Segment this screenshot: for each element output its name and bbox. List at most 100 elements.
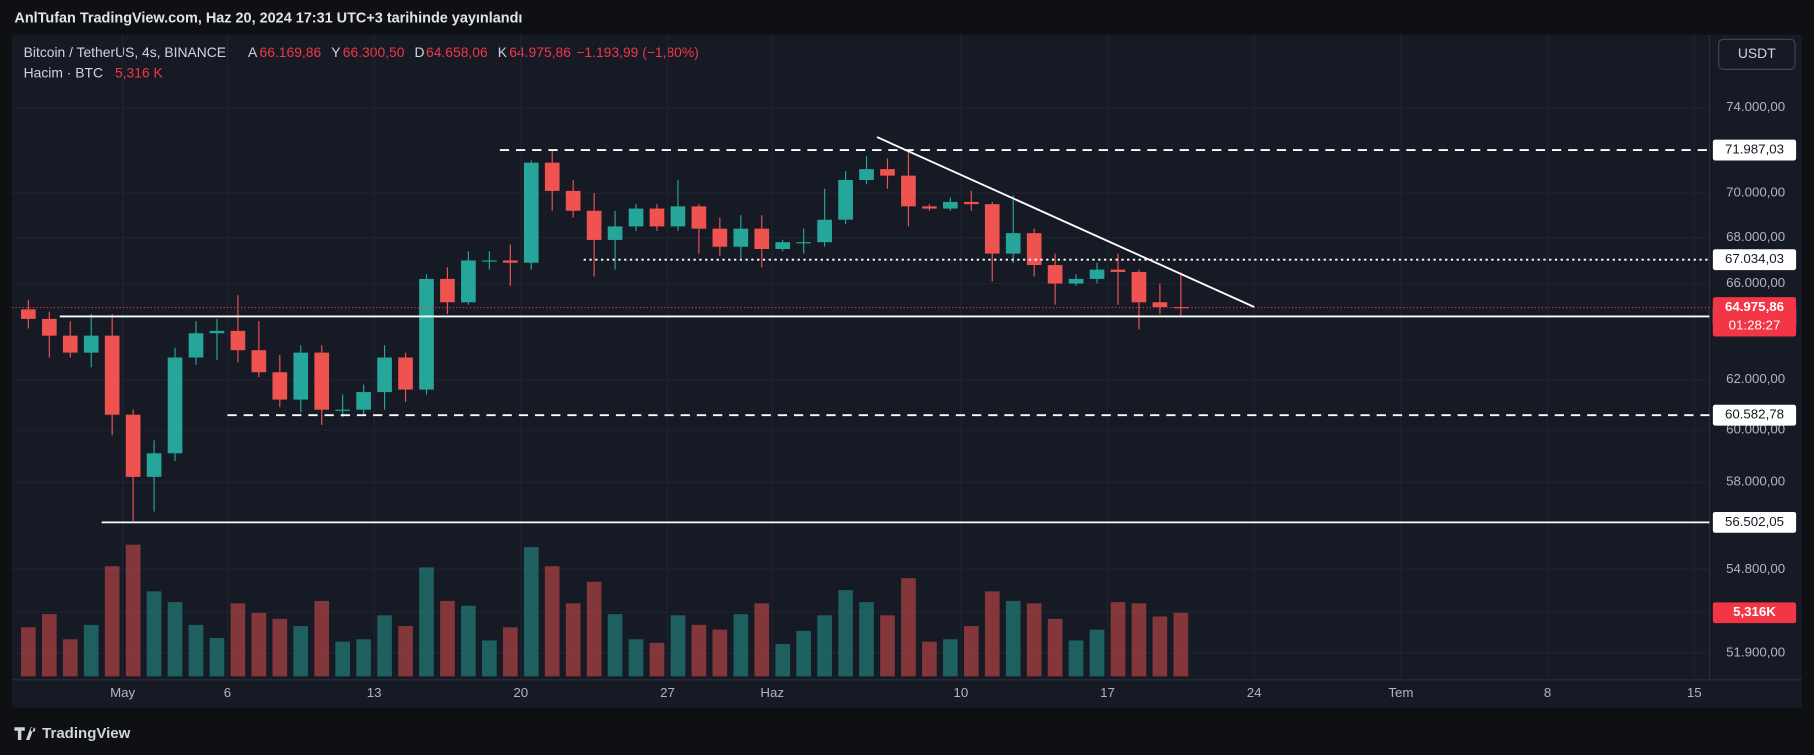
footer-logo: TradingView xyxy=(14,725,131,742)
volume-title: Hacim · BTC xyxy=(24,65,103,81)
level-label: 71.987,03 xyxy=(1725,142,1784,157)
y-tick-label: 74.000,00 xyxy=(1726,99,1785,114)
candle-body xyxy=(188,333,204,358)
volume-bar xyxy=(62,639,78,677)
volume-bar xyxy=(21,627,36,677)
volume-bar xyxy=(1005,600,1021,677)
candle-body xyxy=(565,190,581,211)
volume-bar xyxy=(482,640,497,677)
candle-body xyxy=(398,357,413,390)
candle-body xyxy=(586,210,602,240)
level-label: 56.502,05 xyxy=(1725,514,1784,529)
volume-bar xyxy=(398,626,413,677)
candle-body xyxy=(523,162,539,263)
last-price-box xyxy=(1712,297,1797,337)
candle-body xyxy=(544,162,560,191)
volume-bar xyxy=(649,642,665,677)
candle-body xyxy=(691,206,707,229)
volume-bar xyxy=(607,614,623,677)
candle-body xyxy=(984,204,1000,254)
volume-bar xyxy=(670,615,686,677)
currency-button[interactable]: USDT xyxy=(1718,38,1796,70)
volume-bar xyxy=(586,581,602,677)
candle-body xyxy=(607,226,623,240)
candle-body xyxy=(377,357,392,393)
level-label-box xyxy=(1712,139,1797,161)
candle-body xyxy=(335,409,351,411)
volume-bar xyxy=(356,639,371,677)
countdown: 01:28:27 xyxy=(1729,318,1781,333)
candle-body xyxy=(880,169,895,176)
volume-bar xyxy=(314,600,330,677)
volume-bar xyxy=(544,566,560,677)
candle-body xyxy=(1173,307,1189,309)
volume-bar xyxy=(125,544,141,677)
candle-body xyxy=(796,242,812,244)
volume-bar xyxy=(796,630,812,677)
volume-bar xyxy=(901,578,916,677)
candle-body xyxy=(628,208,644,227)
y-tick-label: 54.800,00 xyxy=(1726,561,1785,576)
candle-body xyxy=(754,228,770,250)
x-tick-label: Tem xyxy=(1388,685,1413,700)
legend-value: 66.169,86 xyxy=(260,44,322,60)
x-tick-label: 10 xyxy=(953,685,968,700)
volume-bar xyxy=(838,590,853,677)
candle-body xyxy=(440,278,455,303)
candle-body xyxy=(1152,302,1168,308)
candle-body xyxy=(649,208,665,227)
candle-body xyxy=(670,206,686,227)
candle-body xyxy=(314,352,330,410)
candle-body xyxy=(146,453,162,477)
candle-body xyxy=(943,201,958,209)
candle-body xyxy=(62,335,78,353)
candle-body xyxy=(1026,233,1042,266)
candle-body xyxy=(712,228,728,247)
candle-body xyxy=(1005,233,1021,254)
volume-bar xyxy=(1173,612,1189,677)
candle-body xyxy=(482,260,497,262)
volume-bar xyxy=(167,602,183,677)
volume-bar xyxy=(104,566,120,677)
volume-bar xyxy=(293,626,309,677)
footer-text: TradingView xyxy=(42,725,130,742)
x-tick-label: 27 xyxy=(660,685,675,700)
candle-body xyxy=(733,228,749,247)
volume-bar xyxy=(880,615,895,677)
level-label-box xyxy=(1712,249,1797,271)
candle-body xyxy=(817,219,832,243)
candle-body xyxy=(419,278,434,390)
y-tick-label: 70.000,00 xyxy=(1726,185,1785,200)
x-tick-label: 17 xyxy=(1100,685,1115,700)
legend-change: −1.193,99 (−1,80%) xyxy=(576,44,699,60)
volume-bar xyxy=(712,629,728,677)
currency-button-box[interactable] xyxy=(1718,38,1796,70)
candle-body xyxy=(356,392,371,410)
candle-body xyxy=(104,335,120,415)
volume-bar xyxy=(230,603,246,677)
candle-body xyxy=(1047,265,1063,284)
candle-body xyxy=(251,350,267,373)
volume-bar xyxy=(963,626,979,677)
level-label-box xyxy=(1712,404,1797,426)
volume-bar xyxy=(209,638,225,677)
level-label: 67.034,03 xyxy=(1725,251,1784,266)
x-tick-label: 15 xyxy=(1687,685,1702,700)
candle-body xyxy=(1068,278,1084,284)
legend-key: D xyxy=(414,44,424,60)
level-label: 60.582,78 xyxy=(1725,407,1784,422)
candle-body xyxy=(230,330,246,351)
currency-label[interactable]: USDT xyxy=(1738,45,1776,61)
volume-bar xyxy=(754,603,770,677)
x-tick-label: 13 xyxy=(367,685,382,700)
volume-bar xyxy=(859,602,874,677)
volume-bar xyxy=(146,591,162,677)
candle-body xyxy=(167,357,183,454)
volume-bar xyxy=(188,624,204,677)
candle-body xyxy=(901,175,916,207)
candle-body xyxy=(775,242,791,250)
volume-bar xyxy=(1068,640,1084,677)
candle-body xyxy=(83,335,99,353)
volume-bar xyxy=(377,615,392,677)
